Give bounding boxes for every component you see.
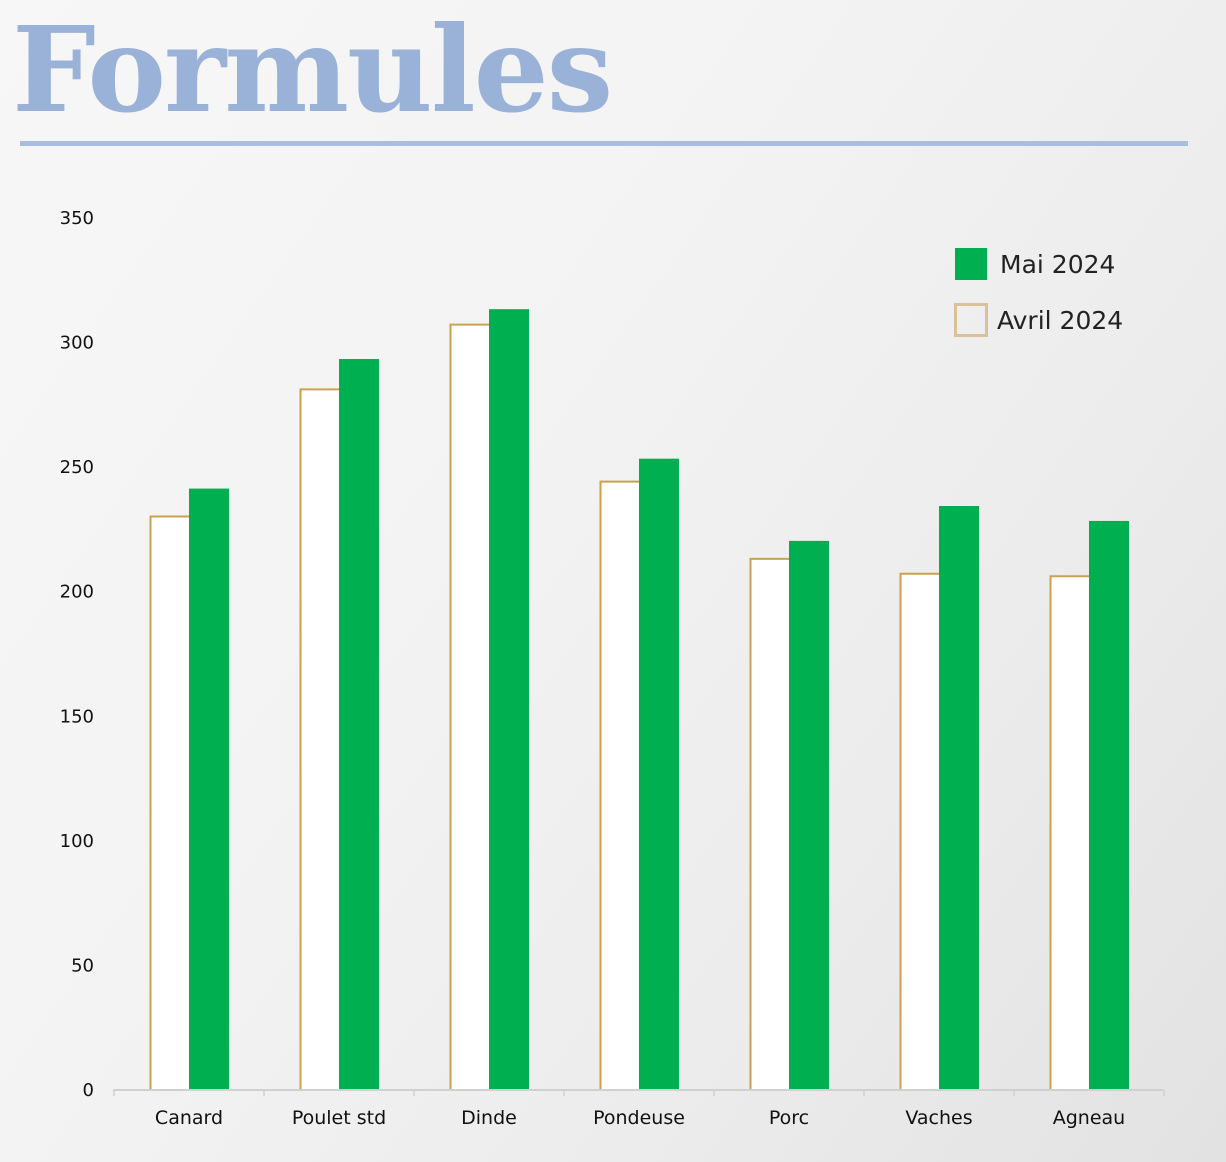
- y-tick-label: 150: [60, 706, 94, 727]
- bar-mai-2024: [339, 359, 379, 1089]
- legend-label: Mai 2024: [1000, 250, 1115, 279]
- bar-mai-2024: [789, 540, 829, 1089]
- bar-avril-2024: [299, 388, 340, 1089]
- bar-avril-2024-fill: [601, 482, 640, 1089]
- x-tick-label: Dinde: [461, 1107, 517, 1129]
- bar-avril-2024: [449, 323, 490, 1089]
- bar-mai-2024: [939, 506, 979, 1089]
- bar-avril-2024: [749, 557, 790, 1089]
- y-axis-ticks: 0 50 100 150 200 250 300 350: [60, 208, 94, 1101]
- bar-mai-2024: [489, 309, 529, 1089]
- bar-mai-2024: [639, 458, 679, 1089]
- y-tick-label: 0: [83, 1080, 94, 1101]
- bar-avril-2024-fill: [1051, 576, 1090, 1089]
- y-tick-label: 200: [60, 582, 94, 603]
- page-title: Formules: [12, 0, 613, 139]
- bar-avril-2024-fill: [301, 389, 340, 1089]
- bar-avril-2024-fill: [751, 559, 790, 1089]
- y-tick-label: 50: [71, 955, 94, 976]
- y-tick-label: 100: [60, 831, 94, 852]
- bar-series: [149, 309, 1129, 1090]
- bar-avril-2024: [1049, 575, 1090, 1089]
- bar-avril-2024-fill: [151, 516, 190, 1089]
- x-tick-label: Porc: [769, 1107, 809, 1129]
- x-tick-label: Poulet std: [292, 1107, 386, 1129]
- bar-avril-2024-fill: [901, 574, 940, 1089]
- bar-avril-2024: [599, 480, 640, 1089]
- y-tick-label: 350: [60, 208, 94, 229]
- x-tick-label: Agneau: [1053, 1107, 1125, 1129]
- x-axis-labels: Canard Poulet std Dinde Pondeuse Porc Vaches A…: [113, 1090, 1165, 1129]
- title-underline: [20, 141, 1188, 146]
- bar-avril-2024-fill: [451, 325, 490, 1089]
- legend-swatch-filled: [955, 248, 987, 280]
- legend: Mai 2024 Avril 2024: [954, 248, 1123, 337]
- legend-swatch-outline: [954, 303, 988, 337]
- legend-label: Avril 2024: [997, 306, 1123, 335]
- x-tick-label: Pondeuse: [593, 1107, 685, 1129]
- bar-avril-2024: [149, 515, 190, 1089]
- y-tick-label: 250: [60, 457, 94, 478]
- bar-mai-2024: [189, 488, 229, 1090]
- bar-mai-2024: [1089, 520, 1129, 1089]
- bar-avril-2024: [899, 572, 940, 1089]
- y-tick-label: 300: [60, 333, 94, 354]
- x-tick-label: Vaches: [905, 1107, 972, 1129]
- x-tick-label: Canard: [155, 1107, 223, 1129]
